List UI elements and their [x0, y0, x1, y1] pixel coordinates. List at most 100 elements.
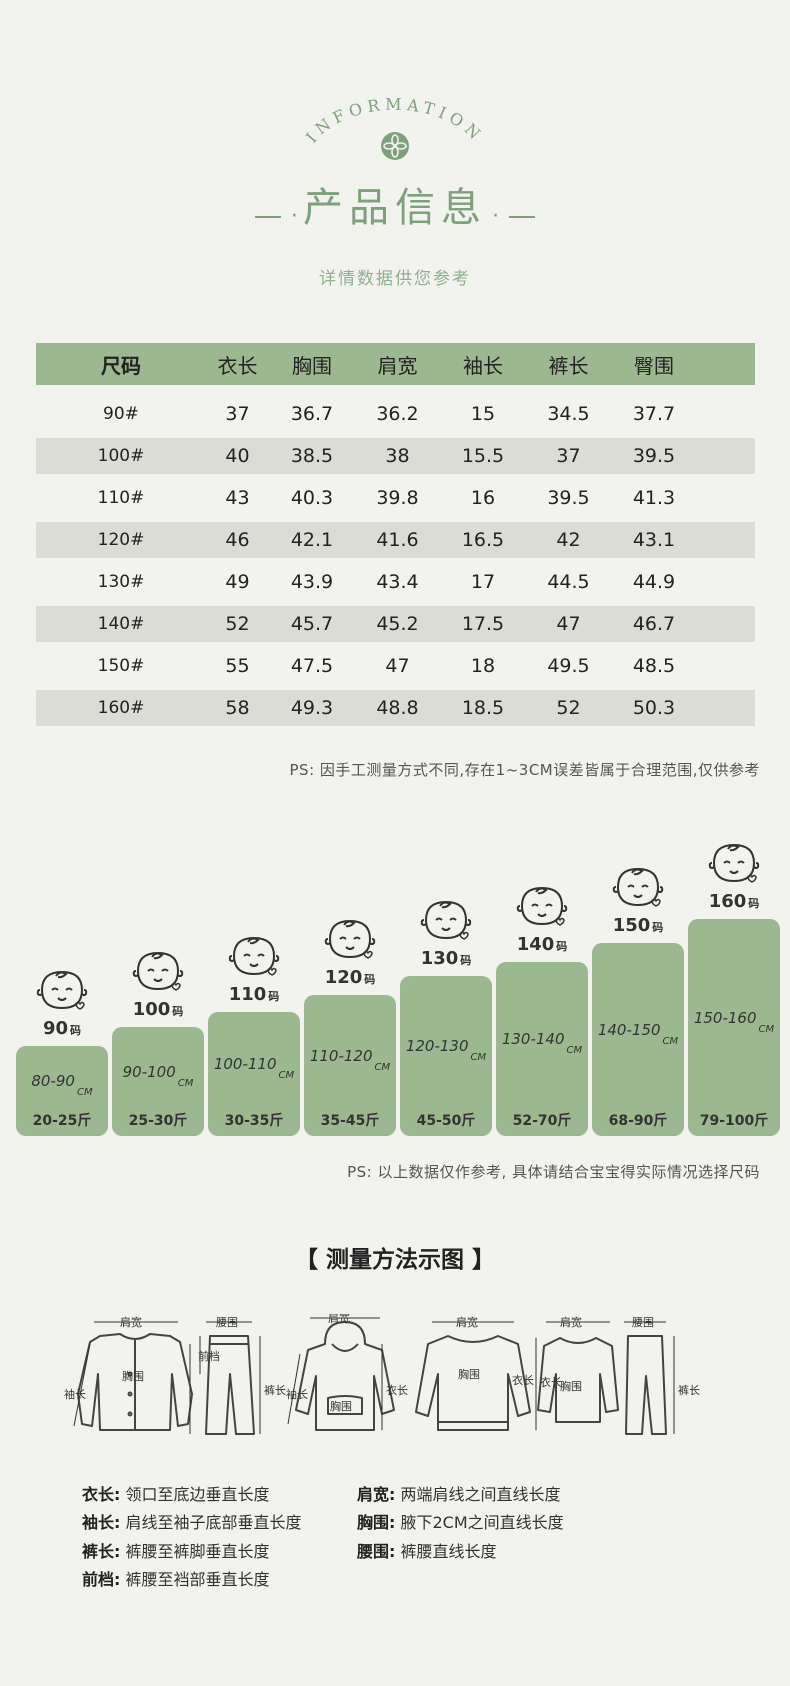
value-cell: 45.7: [290, 613, 334, 635]
value-cell: 42.1: [290, 529, 334, 551]
label-chest: 胸围: [560, 1379, 582, 1393]
legend-item: 袖长: 肩线至袖子底部垂直长度: [82, 1513, 302, 1532]
value-cell: 47.5: [290, 655, 334, 677]
size-cell: 100#: [97, 446, 145, 466]
value-cell: 44.9: [632, 571, 676, 593]
header-cell: 臀围: [634, 353, 674, 378]
label-chest: 胸围: [330, 1399, 352, 1413]
size-bar: 120-130CM 45-50斤: [400, 976, 492, 1136]
baby-face-icon: [708, 841, 760, 889]
table-body: 90# 37 36.7 36.2 15 34.5 37.7 100# 40 38.5 38 15.5 3…: [36, 396, 755, 726]
value-cell: 40.3: [290, 487, 334, 509]
size-cell: 120#: [97, 530, 145, 550]
size-label: 90 码: [42, 1018, 82, 1039]
size-cell: 90#: [103, 404, 139, 424]
value-cell: 18: [470, 655, 496, 677]
value-cell: 46: [225, 529, 250, 551]
label-length: 衣长: [540, 1375, 562, 1389]
height-range: 140-150CM: [597, 1020, 679, 1047]
label-sleeve: 袖长: [64, 1387, 86, 1401]
table-row: 120# 46 42.1 41.6 16.5 42 43.1: [36, 522, 755, 558]
value-cell: 43.9: [290, 571, 334, 593]
label-rise: 前档: [198, 1349, 220, 1363]
value-cell: 52: [225, 613, 250, 635]
height-range: 80-90CM: [31, 1072, 93, 1098]
diagram-labels: 肩宽 腰围 胸围 袖长 前档 裤长 肩宽 胸围 袖长 衣长 肩宽 胸围 衣长 肩…: [64, 1314, 700, 1413]
height-range: 110-120CM: [309, 1046, 391, 1073]
legend-item: 腰围: 裤腰直线长度: [357, 1542, 497, 1561]
page-title: 产品信息: [303, 185, 487, 231]
label-waist: 腰围: [632, 1316, 654, 1329]
header-cell: 衣长: [217, 353, 258, 378]
measure-title: 【 测量方法示图 】: [294, 1247, 495, 1273]
value-cell: 16.5: [461, 529, 505, 551]
weight-range: 68-90斤: [608, 1113, 668, 1129]
baby-face-icon: [516, 884, 568, 932]
weight-range: 35-45斤: [320, 1113, 380, 1129]
label-shoulder: 肩宽: [456, 1315, 478, 1329]
size-bar: 80-90CM 20-25斤: [16, 1046, 108, 1136]
size-bar: 110-120CM 35-45斤: [304, 995, 396, 1136]
size-bar: 100-110CM 30-35斤: [208, 1012, 300, 1136]
garment-diagrams: 肩宽 腰围 胸围 袖长 前档 裤长 肩宽 胸围 袖长 衣长 肩宽 胸围 衣长 肩…: [64, 1314, 700, 1435]
value-cell: 40: [225, 445, 250, 467]
value-cell: 48.8: [376, 697, 419, 719]
title-dash-right: [509, 215, 536, 218]
weight-range: 45-50斤: [416, 1113, 476, 1129]
header-cell: 尺码: [101, 353, 141, 378]
size-bar: 130-140CM 52-70斤: [496, 962, 588, 1136]
value-cell: 50.3: [632, 697, 676, 719]
page-title-row: · 产品信息 ·: [0, 175, 790, 233]
weight-range: 52-70斤: [512, 1113, 572, 1129]
size-label: 120 码: [324, 967, 376, 988]
pants-icon: [205, 1335, 255, 1435]
legend-item: 衣长: 领口至底边垂直长度: [82, 1485, 270, 1504]
value-cell: 38: [385, 445, 410, 467]
value-cell: 44.5: [547, 571, 590, 593]
value-cell: 41.3: [632, 487, 676, 509]
size-table: 尺码 衣长 胸围 肩宽 袖长 裤长 臀围 90# 37 36.7 36.2 15 34.5…: [36, 343, 755, 732]
value-cell: 37: [556, 445, 581, 467]
size-bar: 140-150CM 68-90斤: [592, 943, 684, 1136]
size-label: 140 码: [516, 934, 568, 955]
value-cell: 45.2: [376, 613, 419, 635]
size-label: 100 码: [132, 999, 184, 1020]
value-cell: 41.6: [376, 529, 419, 551]
title-dot-left: ·: [290, 204, 298, 229]
header-cell: 胸围: [292, 353, 332, 378]
value-cell: 18.5: [461, 697, 505, 719]
legend-item: 前档: 裤腰至裆部垂直长度: [82, 1570, 270, 1589]
height-range: 120-130CM: [405, 1037, 487, 1063]
value-cell: 34.5: [547, 403, 590, 425]
label-chest: 胸围: [458, 1367, 480, 1381]
header-cell: 肩宽: [377, 353, 418, 378]
baby-face-icon: [132, 949, 184, 997]
title-dot-right: ·: [492, 204, 500, 229]
size-cell: 160#: [97, 698, 145, 718]
label-shoulder: 肩宽: [120, 1315, 142, 1329]
value-cell: 49: [225, 571, 250, 593]
size-bar: 90-100CM 25-30斤: [112, 1027, 204, 1136]
weight-range: 20-25斤: [32, 1113, 92, 1129]
value-cell: 15.5: [461, 445, 505, 467]
baby-face-icon: [324, 917, 376, 965]
label-sleeve: 袖长: [286, 1387, 308, 1401]
size-label: 110 码: [228, 984, 280, 1005]
baby-face-icon: [36, 968, 88, 1016]
table-row: 150# 55 47.5 47 18 49.5 48.5: [36, 648, 755, 684]
value-cell: 48.5: [632, 655, 676, 677]
label-length: 衣长: [386, 1383, 408, 1397]
weight-range: 79-100斤: [699, 1113, 769, 1129]
baby-face-icon: [228, 934, 280, 982]
size-label: 130 码: [420, 948, 472, 969]
height-range: 100-110CM: [213, 1055, 295, 1081]
table-row: 90# 37 36.7 36.2 15 34.5 37.7: [36, 396, 755, 432]
value-cell: 43.4: [376, 571, 419, 593]
value-cell: 55: [225, 655, 250, 677]
value-cell: 42: [556, 529, 581, 551]
label-shoulder: 肩宽: [328, 1314, 350, 1325]
table-row: 130# 49 43.9 43.4 17 44.5 44.9: [36, 564, 755, 600]
value-cell: 47: [556, 613, 581, 635]
subtitle: 详情数据供您参考: [319, 269, 471, 289]
